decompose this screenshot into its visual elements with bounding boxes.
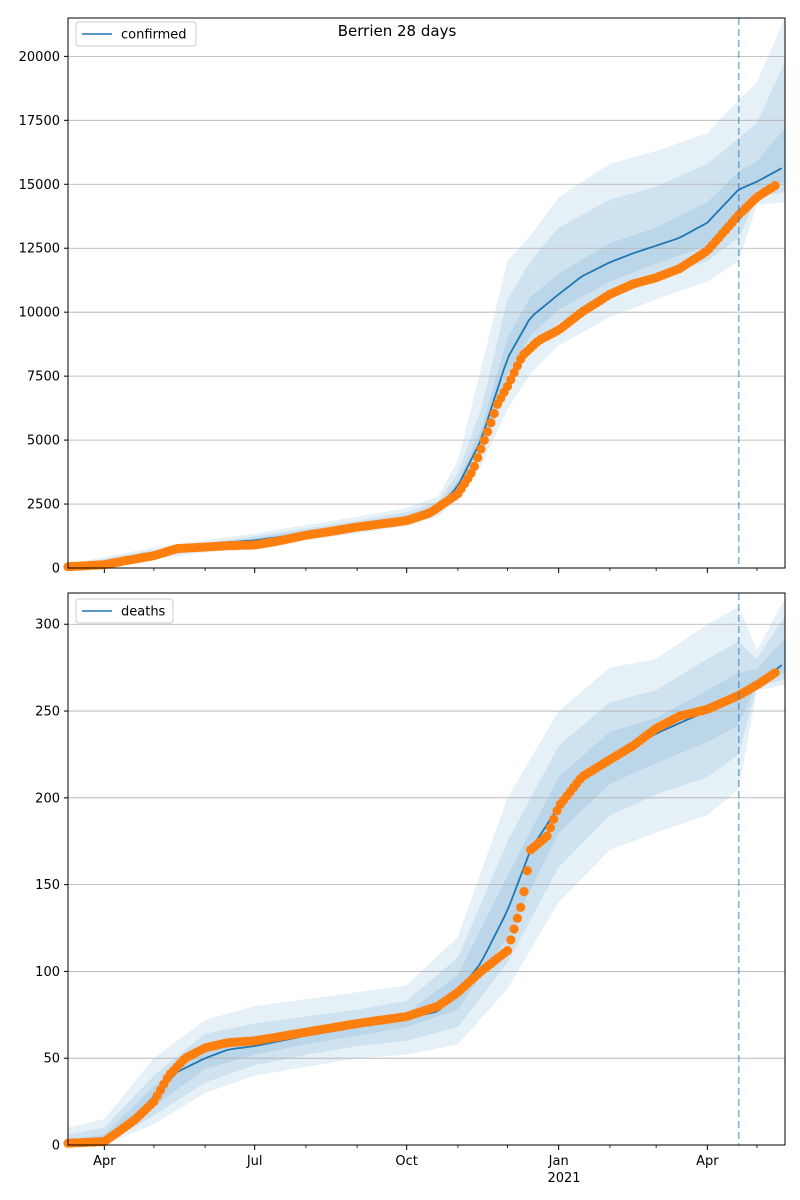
y-tick-label: 5000 [27,434,60,449]
observed-point [542,831,552,841]
observed-point [486,418,496,428]
observed-point [466,468,476,478]
y-tick-label: 2500 [27,498,60,513]
observed-point [545,823,556,833]
y-tick-label: 50 [43,1052,60,1067]
observed-point [506,375,516,385]
deaths-x-ticks: Apr Jul Oct Jan Apr [93,1145,758,1169]
figure-title: Berrien 28 days [338,22,457,40]
observed-point [512,361,523,371]
observed-point [770,181,780,191]
x-tick-label: Oct [395,1154,417,1169]
y-tick-label: 0 [52,562,60,577]
confirmed-panel: 0 2500 5000 7500 10000 12500 15000 17500 20000 c… [19,17,786,577]
x-tick-label: Jul [246,1154,263,1169]
confirmed-grid [68,55,785,505]
deaths-panel: 0 50 100 150 200 250 300 Apr Jul Oct Jan Apr death… [35,592,786,1169]
deaths-series [63,664,783,1148]
observed-point [473,453,483,463]
x-tick-label: Apr [696,1154,719,1169]
x-year-label: 2021 [547,1171,580,1186]
observed-point [476,444,486,454]
confirmed-y-ticks: 0 2500 5000 7500 10000 12500 15000 17500 20000 [19,50,68,577]
deaths-axes-frame [67,592,786,1146]
observed-point [509,368,519,378]
confirmed-bands [68,18,785,568]
observed-point [479,435,489,445]
legend-label-deaths: deaths [121,605,166,620]
y-tick-label: 20000 [19,50,60,65]
legend-label-confirmed: confirmed [121,28,187,43]
y-tick-label: 200 [35,791,60,806]
legend-box [75,21,197,47]
uncertainty-band-middle [68,615,785,1145]
y-tick-label: 250 [35,705,60,720]
observed-point [489,408,499,419]
y-tick-label: 15000 [19,178,60,193]
observed-point [522,866,532,876]
observed-point [519,887,529,897]
y-tick-label: 12500 [19,242,60,257]
observed-point [502,946,513,956]
observed-point [770,668,780,678]
x-tick-label: Apr [93,1154,116,1169]
confirmed-series [63,167,783,572]
observed-point [509,924,519,934]
y-tick-label: 150 [35,878,60,893]
uncertainty-band-outer [68,18,785,568]
observed-point [516,902,526,913]
y-tick-label: 17500 [19,114,60,129]
observed-point [483,427,493,437]
x-tick-label: Jan [548,1154,569,1169]
observed-point [549,814,559,824]
y-tick-label: 10000 [19,306,60,321]
legend-box [75,598,174,624]
observed-point [512,913,523,923]
observed-point [502,381,513,391]
confirmed-axes-frame [67,17,786,569]
uncertainty-band-outer [68,598,785,1145]
confirmed-x-ticks [103,568,758,573]
deaths-y-ticks: 0 50 100 150 200 250 300 [35,618,68,1154]
observed-point [506,935,516,945]
y-tick-label: 300 [35,618,60,633]
y-tick-label: 100 [35,965,60,980]
y-tick-label: 7500 [27,370,60,385]
observed-point [469,461,479,471]
confirmed-legend: confirmed [75,21,197,47]
y-tick-label: 0 [52,1139,60,1154]
uncertainty-band-middle [68,61,785,568]
deaths-legend: deaths [75,598,174,624]
